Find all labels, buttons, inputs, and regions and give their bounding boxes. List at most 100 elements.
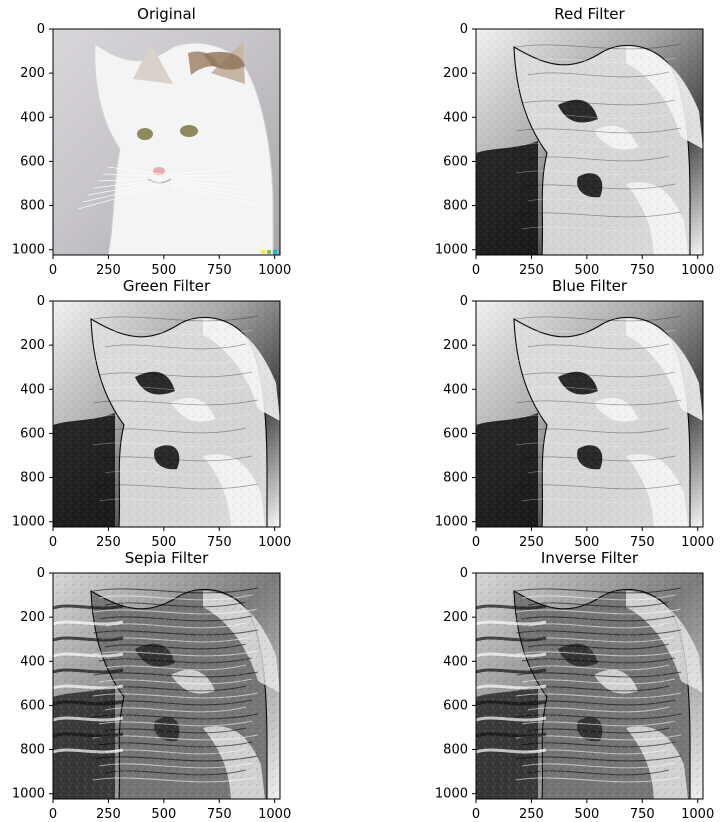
x-tick-label: 1000 (258, 263, 291, 278)
image-mark (476, 29, 703, 255)
y-tick-label: 200 (443, 610, 468, 625)
y-tick-label: 1000 (12, 243, 45, 258)
x-tick-label: 0 (49, 535, 57, 550)
corner-color-pixel (261, 250, 265, 254)
y-tick-label: 200 (20, 66, 45, 81)
y-tick-label: 0 (37, 294, 45, 309)
whisker-left (92, 179, 162, 189)
y-tick-label: 800 (443, 743, 468, 758)
x-tick-label: 0 (49, 807, 57, 822)
image-mark (476, 301, 703, 527)
x-tick-label: 500 (574, 263, 599, 278)
whisker-right (170, 183, 255, 200)
subplot-title: Original (137, 5, 196, 23)
x-tick-label: 500 (151, 535, 176, 550)
x-tick-label: 0 (472, 263, 480, 278)
y-tick-label: 1000 (435, 787, 468, 802)
left-ear-shape (133, 44, 173, 84)
filtered-noise-overlay (476, 301, 703, 527)
y-tick-label: 400 (20, 382, 45, 397)
y-tick-label: 600 (443, 154, 468, 169)
cat-mouth (147, 178, 172, 184)
y-tick-label: 800 (20, 471, 45, 486)
subplot-1: Original 0 250 500 750 1000 0 200 400 600 800 1000 (12, 5, 291, 278)
axes-frame (475, 572, 704, 800)
cat-body (94, 42, 274, 255)
y-tick-label: 600 (443, 698, 468, 713)
x-tick-label: 1000 (681, 535, 714, 550)
x-tick-label: 750 (630, 807, 655, 822)
subplot-5: Sepia Filter 0 250 500 750 1000 0 200 400 600 800 1… (12, 549, 291, 822)
y-tick-label: 0 (460, 22, 468, 37)
y-tick-label: 1000 (12, 787, 45, 802)
x-tick-label: 250 (519, 263, 544, 278)
whisker-left (107, 166, 162, 175)
x-tick-label: 750 (630, 263, 655, 278)
y-tick-label: 800 (443, 471, 468, 486)
y-tick-label: 400 (443, 654, 468, 669)
x-tick-label: 500 (574, 535, 599, 550)
subplot-3: Green Filter 0 250 500 750 1000 0 200 400 600 800 1… (12, 277, 291, 550)
y-tick-label: 600 (20, 154, 45, 169)
image-mark (53, 29, 280, 255)
x-tick-label: 250 (96, 535, 121, 550)
y-tick-label: 0 (37, 22, 45, 37)
y-tick-label: 800 (20, 199, 45, 214)
subplot-6: Inverse Filter 0 250 500 750 1000 0 200 400 600 80… (435, 549, 714, 822)
x-tick-label: 0 (472, 535, 480, 550)
whisker-left (102, 173, 162, 177)
y-tick-label: 200 (20, 610, 45, 625)
x-tick-label: 750 (207, 535, 232, 550)
subplot-title: Green Filter (123, 277, 211, 295)
y-tick-label: 600 (443, 426, 468, 441)
x-tick-label: 0 (472, 807, 480, 822)
axes-frame (475, 28, 704, 256)
x-tick-label: 1000 (258, 535, 291, 550)
y-tick-label: 400 (443, 110, 468, 125)
y-tick-label: 400 (443, 382, 468, 397)
corner-color-pixel (267, 250, 271, 254)
axes-frame (52, 572, 281, 800)
subplot-title: Blue Filter (552, 277, 628, 295)
y-tick-label: 800 (20, 743, 45, 758)
filtered-noise-overlay (476, 573, 703, 799)
y-tick-label: 200 (443, 338, 468, 353)
axes-frame (52, 300, 281, 528)
subplot-4: Blue Filter 0 250 500 750 1000 0 200 400 600 800 10… (435, 277, 714, 550)
x-tick-label: 1000 (258, 807, 291, 822)
x-tick-label: 1000 (681, 807, 714, 822)
y-tick-label: 400 (20, 654, 45, 669)
y-tick-label: 1000 (435, 243, 468, 258)
cat-eye-right (180, 125, 198, 137)
x-tick-label: 750 (207, 263, 232, 278)
x-tick-label: 0 (49, 263, 57, 278)
x-tick-label: 250 (96, 263, 121, 278)
filtered-noise-overlay (476, 29, 703, 255)
y-tick-label: 600 (20, 698, 45, 713)
y-tick-label: 200 (20, 338, 45, 353)
x-tick-label: 750 (207, 807, 232, 822)
y-tick-label: 200 (443, 66, 468, 81)
whisker-right (170, 185, 260, 206)
whisker-right (170, 168, 230, 175)
x-tick-label: 500 (151, 263, 176, 278)
y-tick-label: 0 (460, 294, 468, 309)
y-tick-label: 800 (443, 199, 468, 214)
y-tick-label: 600 (20, 426, 45, 441)
head-patch-secondary (203, 51, 245, 70)
axes-frame (475, 300, 704, 528)
subplot-title: Sepia Filter (125, 549, 209, 567)
filtered-noise-overlay (53, 573, 280, 799)
whisker-right (170, 181, 250, 194)
x-tick-label: 500 (151, 807, 176, 822)
x-tick-label: 250 (519, 807, 544, 822)
whisker-left (82, 183, 162, 203)
subplot-2: Red Filter 0 250 500 750 1000 0 200 400 600 800 100… (435, 5, 714, 278)
whisker-left (97, 177, 162, 182)
image-mark (53, 573, 280, 799)
x-tick-label: 250 (519, 535, 544, 550)
whisker-left (87, 181, 162, 196)
corner-color-pixel (273, 250, 277, 254)
y-tick-label: 0 (460, 566, 468, 581)
x-tick-label: 250 (96, 807, 121, 822)
